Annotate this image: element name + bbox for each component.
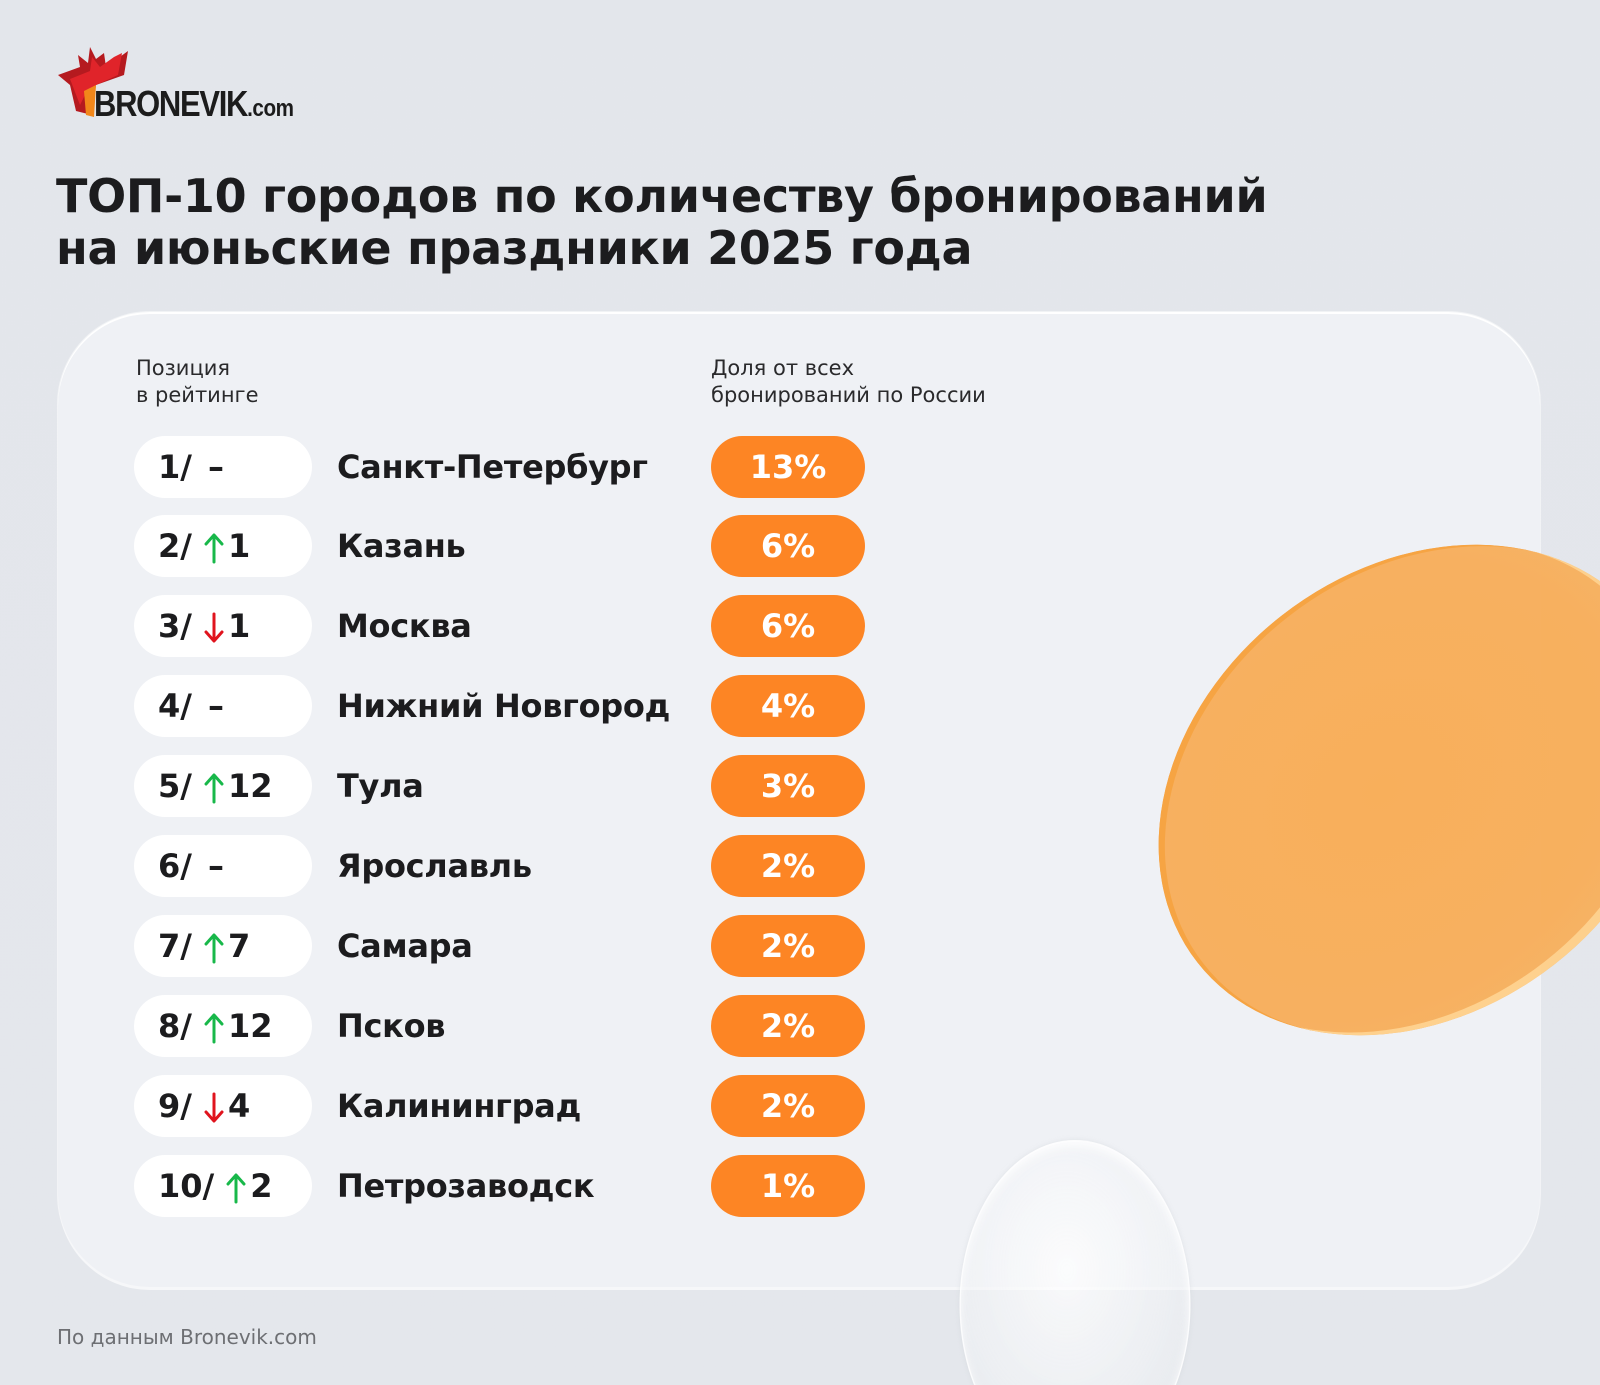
table-row: 9/4 Калининград 2% bbox=[0, 1075, 900, 1137]
no-change-dash: – bbox=[207, 448, 224, 486]
share-pill: 6% bbox=[711, 515, 865, 577]
city-name: Москва bbox=[337, 607, 472, 645]
source-note: По данным Bronevik.com bbox=[57, 1325, 317, 1349]
position-number: 6/ bbox=[158, 847, 192, 885]
position-pill: 1/– bbox=[134, 436, 312, 498]
position-number: 4/ bbox=[158, 687, 192, 725]
position-change: 2 bbox=[250, 1167, 273, 1205]
city-name: Казань bbox=[337, 527, 466, 565]
logo-wordmark: BRONEVIK.com bbox=[94, 83, 294, 124]
share-pill: 2% bbox=[711, 995, 865, 1057]
share-pill: 13% bbox=[711, 436, 865, 498]
table-row: 5/12 Тула 3% bbox=[0, 755, 900, 817]
arrow-up-icon bbox=[204, 932, 224, 964]
share-pill: 2% bbox=[711, 915, 865, 977]
city-name: Тула bbox=[337, 767, 424, 805]
position-number: 8/ bbox=[158, 1007, 192, 1045]
position-pill: 4/– bbox=[134, 675, 312, 737]
position-number: 5/ bbox=[158, 767, 192, 805]
position-change: 1 bbox=[227, 527, 251, 565]
column-header-share: Доля от всех бронирований по России bbox=[711, 356, 986, 407]
city-name: Ярославль bbox=[337, 847, 532, 885]
arrow-up-icon bbox=[226, 1172, 246, 1204]
position-pill: 10/2 bbox=[134, 1155, 312, 1217]
position-number: 2/ bbox=[158, 527, 192, 565]
table-row: 1/– Санкт-Петербург 13% bbox=[0, 436, 900, 498]
table-row: 10/2 Петрозаводск 1% bbox=[0, 1155, 900, 1217]
city-name: Петрозаводск bbox=[337, 1167, 595, 1205]
share-pill: 4% bbox=[711, 675, 865, 737]
position-pill: 8/12 bbox=[134, 995, 312, 1057]
city-name: Нижний Новгород bbox=[337, 687, 671, 725]
city-name: Калининград bbox=[337, 1087, 582, 1125]
position-pill: 7/7 bbox=[134, 915, 312, 977]
no-change-dash: – bbox=[207, 847, 224, 885]
position-number: 10/ bbox=[158, 1167, 215, 1205]
position-pill: 6/– bbox=[134, 835, 312, 897]
city-name: Псков bbox=[337, 1007, 446, 1045]
position-pill: 5/12 bbox=[134, 755, 312, 817]
share-pill: 2% bbox=[711, 835, 865, 897]
city-name: Санкт-Петербург bbox=[337, 448, 648, 486]
position-number: 7/ bbox=[158, 927, 192, 965]
share-pill: 1% bbox=[711, 1155, 865, 1217]
arrow-down-icon bbox=[204, 1092, 224, 1124]
arrow-up-icon bbox=[204, 1012, 224, 1044]
share-pill: 3% bbox=[711, 755, 865, 817]
title-line-1: ТОП-10 городов по количеству бронировани… bbox=[56, 169, 1268, 223]
position-change: 1 bbox=[227, 607, 251, 645]
position-pill: 3/1 bbox=[134, 595, 312, 657]
position-change: 12 bbox=[227, 767, 273, 805]
table-row: 6/– Ярославль 2% bbox=[0, 835, 900, 897]
position-change: 7 bbox=[227, 927, 251, 965]
arrow-up-icon bbox=[204, 532, 224, 564]
arrow-up-icon bbox=[204, 772, 224, 804]
page-title: ТОП-10 городов по количеству бронировани… bbox=[56, 170, 1556, 274]
arrow-down-icon bbox=[204, 612, 224, 644]
no-change-dash: – bbox=[207, 687, 224, 725]
table-row: 3/1 Москва 6% bbox=[0, 595, 900, 657]
bronevik-logo: BRONEVIK.com bbox=[56, 45, 326, 125]
share-pill: 2% bbox=[711, 1075, 865, 1137]
city-name: Самара bbox=[337, 927, 473, 965]
position-pill: 9/4 bbox=[134, 1075, 312, 1137]
share-pill: 6% bbox=[711, 595, 865, 657]
flag-icon bbox=[58, 47, 128, 117]
position-change: 12 bbox=[227, 1007, 273, 1045]
position-number: 1/ bbox=[158, 448, 192, 486]
column-header-position: Позиция в рейтинге bbox=[136, 356, 259, 407]
position-number: 9/ bbox=[158, 1087, 192, 1125]
table-row: 8/12 Псков 2% bbox=[0, 995, 900, 1057]
position-change: 4 bbox=[227, 1087, 251, 1125]
title-line-2: на июньские праздники 2025 года bbox=[56, 221, 973, 275]
table-row: 4/– Нижний Новгород 4% bbox=[0, 675, 900, 737]
table-row: 7/7 Самара 2% bbox=[0, 915, 900, 977]
position-pill: 2/1 bbox=[134, 515, 312, 577]
table-row: 2/1 Казань 6% bbox=[0, 515, 900, 577]
position-number: 3/ bbox=[158, 607, 192, 645]
